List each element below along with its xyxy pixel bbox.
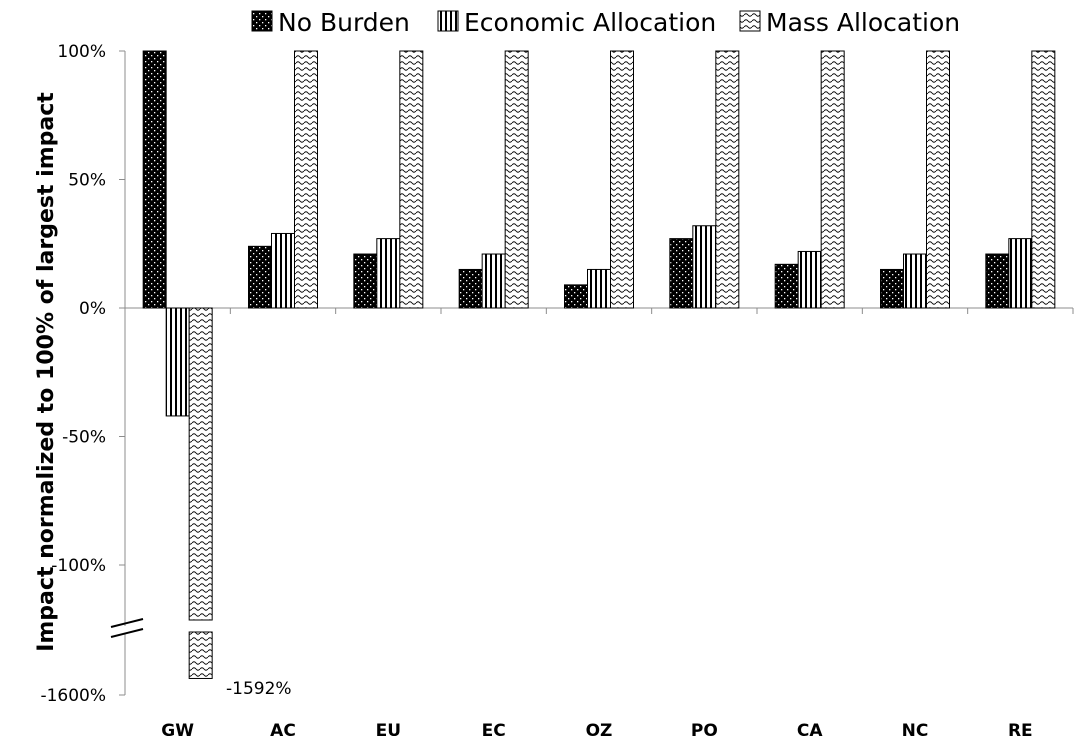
y-tick-label: -100%	[51, 556, 106, 576]
bar-oz-no-burden	[564, 284, 588, 309]
x-category-label: RE	[1008, 721, 1033, 741]
legend-item-mass-allocation: Mass Allocation	[739, 8, 960, 37]
bar-eu-mass-allocation	[399, 50, 424, 309]
bar-ec-no-burden	[458, 268, 483, 309]
y-tick-label: 0%	[79, 299, 106, 319]
bar-po-no-burden	[669, 238, 694, 309]
y-axis	[110, 51, 144, 695]
bar-ca-no-burden	[774, 263, 799, 309]
y-tick-label: -1600%	[40, 686, 106, 706]
bar-nc-no-burden	[880, 268, 904, 309]
y-axis-ticks: 100% 50% 0% -50% -100% -1600%	[40, 42, 125, 706]
bar-nc-mass-allocation	[926, 50, 950, 309]
bar-po-economic-allocation	[692, 225, 717, 309]
bar-re-economic-allocation	[1008, 238, 1033, 309]
legend-swatch-mass-allocation	[739, 10, 761, 32]
bar-ec-economic-allocation	[481, 253, 506, 309]
bar-ca-mass-allocation	[820, 50, 845, 309]
bar-gw-economic-allocation	[165, 307, 190, 417]
x-category-label: EU	[376, 721, 401, 741]
x-category-label: GW	[161, 721, 194, 741]
y-tick-label: 100%	[57, 42, 106, 62]
legend-label-mass-allocation: Mass Allocation	[766, 8, 960, 37]
legend-item-economic-allocation: Economic Allocation	[437, 8, 716, 37]
bar-gw-mass-allocation-upper	[188, 307, 213, 621]
bar-eu-economic-allocation	[376, 238, 401, 309]
bar-ac-mass-allocation	[294, 50, 318, 309]
bar-oz-mass-allocation	[610, 50, 634, 309]
bar-re-mass-allocation	[1031, 50, 1056, 309]
x-axis-labels: GW AC EU EC OZ PO CA NC RE	[161, 721, 1032, 741]
y-axis-break	[110, 618, 144, 638]
y-tick-label: 50%	[68, 171, 106, 191]
bar-gw-mass-allocation-lower	[188, 631, 213, 679]
x-category-label: EC	[482, 721, 506, 741]
y-axis-title: Impact normalized to 100% of largest imp…	[34, 92, 59, 652]
bar-ac-economic-allocation	[271, 232, 295, 309]
legend: No Burden Economic Allocation Mass Alloc…	[251, 8, 960, 37]
legend-label-economic-allocation: Economic Allocation	[464, 8, 716, 37]
bars	[142, 50, 1056, 679]
legend-label-no-burden: No Burden	[278, 8, 410, 37]
bar-ec-mass-allocation	[504, 50, 529, 309]
x-axis-ticks	[124, 308, 1074, 314]
bar-ca-economic-allocation	[797, 250, 822, 309]
x-category-label: NC	[902, 721, 929, 741]
bar-po-mass-allocation	[715, 50, 740, 309]
legend-swatch-economic-allocation	[437, 10, 459, 32]
bar-oz-economic-allocation	[587, 268, 611, 309]
bar-re-no-burden	[985, 253, 1010, 309]
legend-swatch-no-burden	[251, 10, 273, 32]
x-category-label: OZ	[586, 721, 613, 741]
legend-item-no-burden: No Burden	[251, 8, 410, 37]
data-label-gw-mass: -1592%	[226, 679, 292, 699]
x-category-label: PO	[691, 721, 718, 741]
y-tick-label: -50%	[62, 428, 106, 448]
bar-ac-no-burden	[248, 245, 272, 309]
x-category-label: CA	[797, 721, 823, 741]
bar-gw-no-burden	[142, 50, 167, 309]
x-category-label: AC	[270, 721, 296, 741]
bar-nc-economic-allocation	[903, 253, 927, 309]
bar-eu-no-burden	[353, 253, 378, 309]
